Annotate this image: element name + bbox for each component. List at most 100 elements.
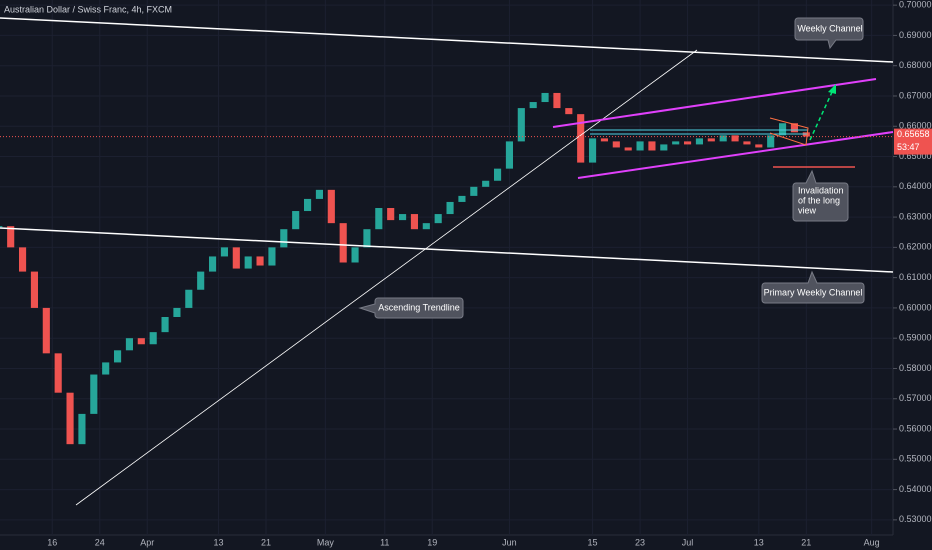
candle	[410, 214, 418, 230]
candle	[268, 247, 276, 266]
channel-line	[0, 227, 894, 273]
candle	[351, 247, 359, 263]
candle	[624, 147, 632, 151]
candle	[517, 108, 525, 142]
callout-box	[358, 297, 464, 319]
candle	[446, 201, 454, 215]
candle	[114, 350, 122, 363]
channel-line	[577, 131, 894, 179]
note-text: view	[798, 205, 817, 215]
x-tick-label: 21	[801, 537, 811, 547]
candle	[565, 108, 573, 115]
y-tick-label: 0.58000	[899, 363, 932, 373]
candle	[0, 226, 3, 228]
candle	[292, 211, 300, 230]
candle	[102, 362, 110, 375]
candle	[636, 141, 644, 151]
candle	[244, 256, 252, 269]
candle	[90, 374, 98, 414]
candle	[363, 229, 371, 248]
x-tick-label: 15	[588, 537, 598, 547]
y-tick-label: 0.61000	[899, 272, 932, 282]
candle	[577, 114, 585, 163]
candle	[185, 289, 193, 308]
chart-title: Australian Dollar / Swiss Franc, 4h, FXC…	[4, 4, 172, 14]
callout: Invalidation of the long view	[792, 169, 849, 222]
candle	[137, 338, 145, 345]
arrow-head	[828, 84, 836, 94]
candle	[78, 413, 86, 445]
y-tick-label: 0.59000	[899, 333, 932, 343]
candle	[755, 144, 763, 148]
candle	[280, 229, 288, 248]
candle	[399, 214, 407, 221]
x-tick-label: Jul	[682, 537, 694, 547]
candle	[553, 92, 561, 109]
candle	[125, 338, 133, 351]
note-text: of the long	[798, 195, 840, 205]
candle	[458, 195, 466, 202]
callout: Primary Weekly Channel	[761, 270, 865, 304]
candle	[672, 141, 680, 145]
candle	[731, 135, 739, 142]
candle	[494, 168, 502, 181]
y-tick-label: 0.60000	[899, 302, 932, 312]
y-tick-label: 0.53000	[899, 514, 932, 524]
x-tick-label: 24	[95, 537, 105, 547]
x-tick-label: 13	[754, 537, 764, 547]
x-tick-label: Apr	[140, 537, 154, 547]
y-tick-label: 0.55000	[899, 454, 932, 464]
callout-box	[794, 17, 864, 50]
channel-line	[552, 78, 877, 128]
candle	[422, 223, 430, 230]
candle	[695, 138, 703, 145]
candle	[327, 189, 335, 224]
candle	[743, 141, 751, 145]
candle	[315, 189, 323, 199]
candles	[0, 92, 810, 445]
y-tick-label: 0.68000	[899, 60, 932, 70]
y-tick-label: 0.63000	[899, 211, 932, 221]
candle	[30, 271, 38, 308]
projection-arrow	[809, 89, 834, 141]
callout: Ascending Trendline	[358, 297, 464, 319]
y-tick-label: 0.70000	[899, 0, 932, 10]
y-tick-label: 0.54000	[899, 484, 932, 494]
x-tick-label: 21	[261, 537, 271, 547]
candle	[529, 102, 537, 109]
candle	[161, 317, 169, 333]
y-tick-label: 0.69000	[899, 30, 932, 40]
price-label: 0.65658	[897, 129, 930, 139]
candle	[197, 271, 205, 290]
candle	[719, 135, 727, 142]
candle	[304, 198, 312, 212]
candle	[790, 123, 798, 133]
candle	[209, 256, 217, 272]
y-tick-label: 0.62000	[899, 242, 932, 252]
x-tick-label: Aug	[864, 537, 880, 547]
candle	[149, 332, 157, 345]
candle	[505, 141, 513, 169]
candle	[19, 247, 27, 272]
candle	[541, 92, 549, 103]
candle	[220, 247, 228, 257]
note-text: Primary Weekly Channel	[764, 287, 863, 297]
candle	[707, 138, 715, 142]
y-tick-label: 0.57000	[899, 393, 932, 403]
channel-line	[0, 17, 894, 63]
note-text: Invalidation	[798, 185, 844, 195]
candle	[684, 141, 692, 145]
candle	[42, 307, 50, 354]
note-text: Ascending Trendline	[378, 302, 460, 312]
x-tick-label: Jun	[502, 537, 517, 547]
y-tick-label: 0.67000	[899, 90, 932, 100]
candle	[434, 214, 442, 224]
y-tick-label: 0.66000	[899, 121, 932, 131]
countdown: 53:47	[897, 142, 920, 152]
candle	[173, 307, 181, 318]
callout-box	[792, 169, 849, 222]
candle	[66, 392, 74, 445]
x-tick-label: 11	[380, 537, 389, 547]
y-tick-label: 0.65000	[899, 151, 932, 161]
